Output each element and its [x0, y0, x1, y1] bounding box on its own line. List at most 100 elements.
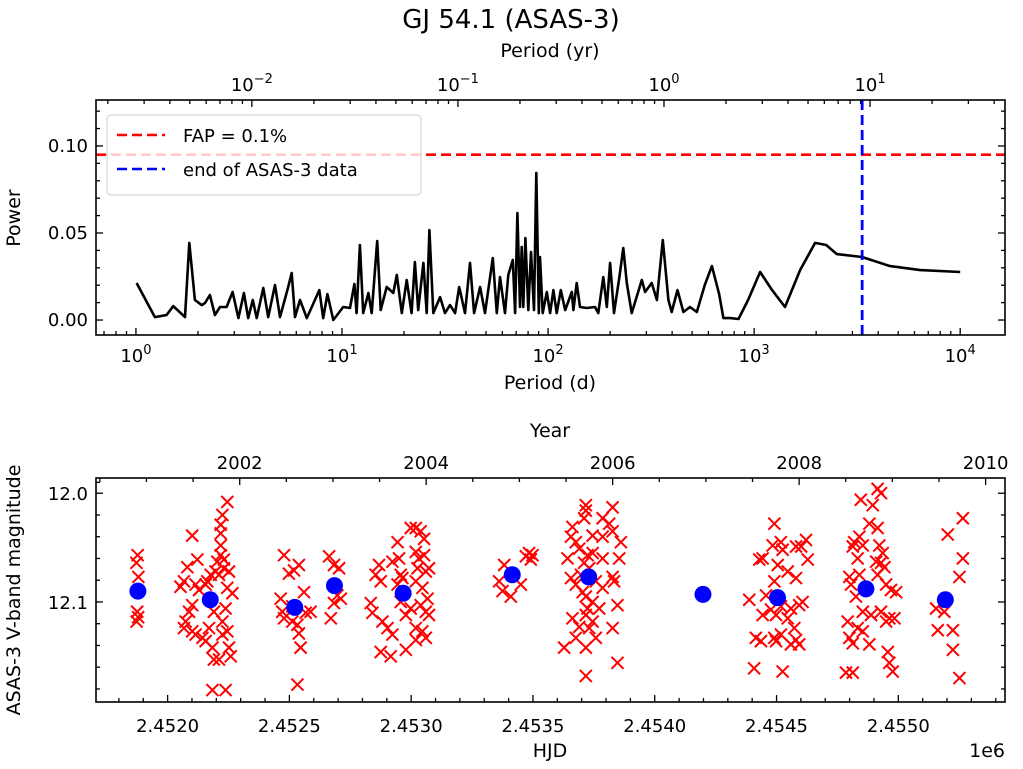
measurement-marker: [292, 558, 306, 572]
marker-stroke: [852, 530, 867, 544]
measurement-marker: [384, 649, 398, 664]
measurement-marker: [840, 614, 855, 629]
marker-stroke: [215, 614, 230, 629]
measurement-marker: [846, 636, 860, 650]
mean-marker: [129, 582, 147, 600]
marker-stroke: [374, 574, 388, 589]
marker-stroke: [931, 623, 945, 637]
marker-stroke: [290, 677, 305, 692]
marker-stroke: [419, 631, 433, 645]
measurement-marker: [775, 543, 790, 557]
measurement-marker: [771, 558, 785, 572]
marker-stroke: [956, 551, 970, 566]
marker-stroke: [862, 516, 877, 531]
measurement-marker: [198, 577, 213, 592]
measurement-marker: [754, 634, 768, 648]
marker-stroke: [592, 601, 606, 616]
measurement-marker: [572, 541, 586, 556]
measurement-marker: [322, 549, 336, 563]
measurement-marker: [844, 577, 858, 592]
marker-stroke: [225, 586, 240, 600]
measurement-marker: [395, 571, 410, 585]
measurement-marker: [220, 624, 234, 639]
measurement-marker: [769, 634, 783, 648]
marker-stroke: [774, 599, 788, 614]
marker-stroke: [577, 511, 591, 525]
measurement-marker: [850, 551, 865, 566]
marker-stroke: [205, 683, 220, 697]
measurement-marker: [565, 611, 580, 625]
measurement-marker: [380, 621, 395, 635]
marker-stroke: [200, 574, 215, 589]
measurement-marker: [585, 614, 600, 629]
marker-stroke: [789, 539, 803, 554]
marker-stroke: [324, 611, 338, 625]
marker-stroke: [781, 564, 795, 579]
measurement-marker: [752, 552, 766, 567]
marker-stroke: [180, 560, 195, 574]
marker-stroke: [185, 528, 199, 543]
marker-stroke: [417, 532, 431, 546]
hjd-axis-label: HJD: [533, 740, 568, 762]
measurement-marker: [605, 621, 620, 635]
marker-stroke: [775, 543, 790, 557]
mean-marker: [394, 584, 412, 602]
marker-stroke: [285, 614, 300, 629]
marker-stroke: [327, 558, 341, 572]
marker-stroke: [422, 561, 436, 575]
measurement-marker: [755, 608, 770, 622]
marker-stroke: [569, 631, 583, 645]
measurement-marker: [419, 631, 433, 645]
x-offset-label: 1e6: [969, 740, 1005, 762]
marker-stroke: [795, 595, 810, 609]
measurement-marker: [952, 570, 967, 584]
marker-stroke: [747, 661, 761, 675]
x-tick-label: 2.4550: [867, 716, 930, 737]
mean-marker: [286, 598, 304, 616]
marker-stroke: [422, 608, 436, 622]
x-tick-label: 103: [739, 343, 770, 367]
measurement-marker: [839, 665, 853, 680]
measurement-marker: [602, 516, 616, 531]
marker-stroke: [327, 596, 341, 610]
marker-stroke: [212, 652, 226, 667]
x-tick-label: 2.4530: [380, 716, 443, 737]
measurement-marker: [393, 568, 408, 582]
marker-stroke: [866, 498, 880, 512]
measurement-marker: [874, 486, 888, 500]
marker-stroke: [759, 588, 773, 603]
measurement-marker: [277, 548, 291, 562]
measurement-marker: [856, 605, 870, 619]
measurement-marker: [781, 564, 795, 579]
marker-stroke: [390, 577, 405, 592]
measurement-marker: [879, 577, 893, 592]
measurement-marker: [862, 516, 877, 531]
measurement-marker: [872, 538, 887, 553]
measurement-marker: [504, 589, 518, 604]
marker-stroke: [767, 574, 782, 589]
x-tick-label: 102: [532, 343, 563, 367]
legend: FAP = 0.1% end of ASAS-3 data: [106, 114, 422, 196]
measurement-marker: [789, 633, 803, 647]
marker-stroke: [850, 621, 865, 635]
marker-stroke: [612, 551, 626, 566]
marker-stroke: [610, 656, 625, 670]
marker-stroke: [188, 577, 203, 592]
measurement-marker: [781, 611, 795, 625]
marker-stroke: [872, 538, 887, 553]
chart-title: GJ 54.1 (ASAS-3): [402, 5, 620, 35]
marker-stroke: [218, 683, 233, 697]
measurement-marker: [188, 627, 203, 642]
measurement-marker: [218, 601, 233, 616]
marker-stroke: [215, 508, 230, 522]
measurement-marker: [767, 631, 782, 645]
marker-stroke: [769, 634, 783, 648]
marker-stroke: [410, 561, 425, 575]
year-tick-label: 2002: [217, 453, 263, 474]
marker-stroke: [595, 511, 610, 525]
marker-stroke: [870, 568, 885, 582]
measurement-marker: [409, 545, 423, 559]
marker-stroke: [569, 535, 583, 549]
measurement-marker: [492, 574, 506, 589]
marker-stroke: [844, 577, 858, 592]
